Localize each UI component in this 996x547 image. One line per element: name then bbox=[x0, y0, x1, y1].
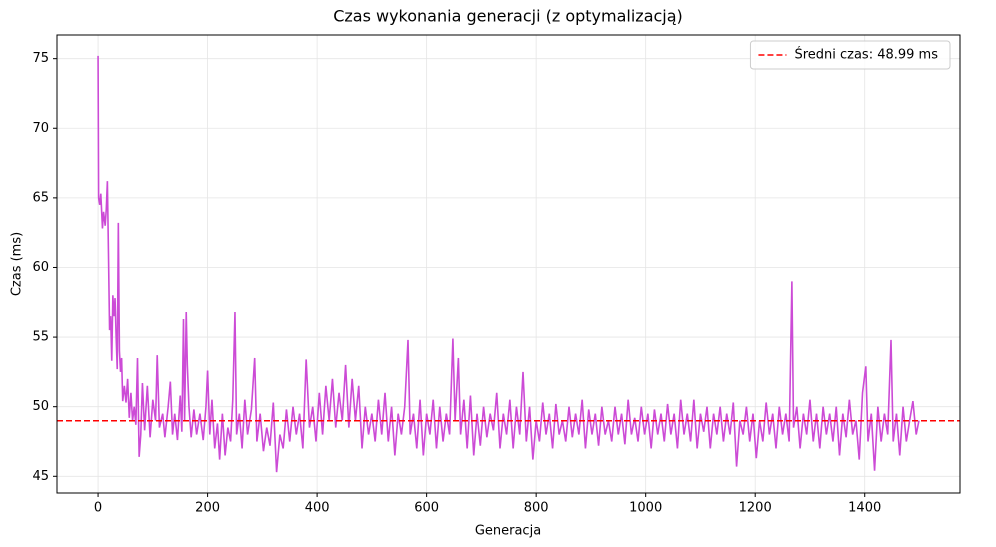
x-tick-label: 400 bbox=[305, 501, 330, 516]
x-tick-label: 200 bbox=[195, 501, 220, 516]
x-tick-label: 1000 bbox=[629, 501, 662, 516]
y-tick-label: 55 bbox=[32, 330, 49, 345]
y-tick-label: 75 bbox=[32, 51, 49, 66]
x-tick-label: 600 bbox=[414, 501, 439, 516]
y-tick-label: 50 bbox=[32, 399, 49, 414]
y-axis-label: Czas (ms) bbox=[10, 232, 25, 296]
x-tick-label: 800 bbox=[524, 501, 549, 516]
x-axis-label: Generacja bbox=[475, 524, 541, 539]
x-tick-label: 1200 bbox=[739, 501, 772, 516]
y-tick-label: 70 bbox=[32, 121, 49, 136]
x-tick-label: 0 bbox=[94, 501, 102, 516]
plot-frame bbox=[56, 34, 961, 494]
legend-label: Średni czas: 48.99 ms bbox=[794, 47, 938, 63]
x-tick-label: 1400 bbox=[848, 501, 881, 516]
y-tick-label: 45 bbox=[32, 469, 49, 484]
chart-title: Czas wykonania generacji (z optymalizacj… bbox=[333, 7, 683, 26]
data-line bbox=[97, 55, 920, 473]
y-tick-label: 65 bbox=[32, 190, 49, 205]
legend-box bbox=[749, 40, 951, 70]
legend: Średni czas: 48.99 ms bbox=[749, 40, 951, 70]
y-tick-label: 60 bbox=[32, 260, 49, 275]
